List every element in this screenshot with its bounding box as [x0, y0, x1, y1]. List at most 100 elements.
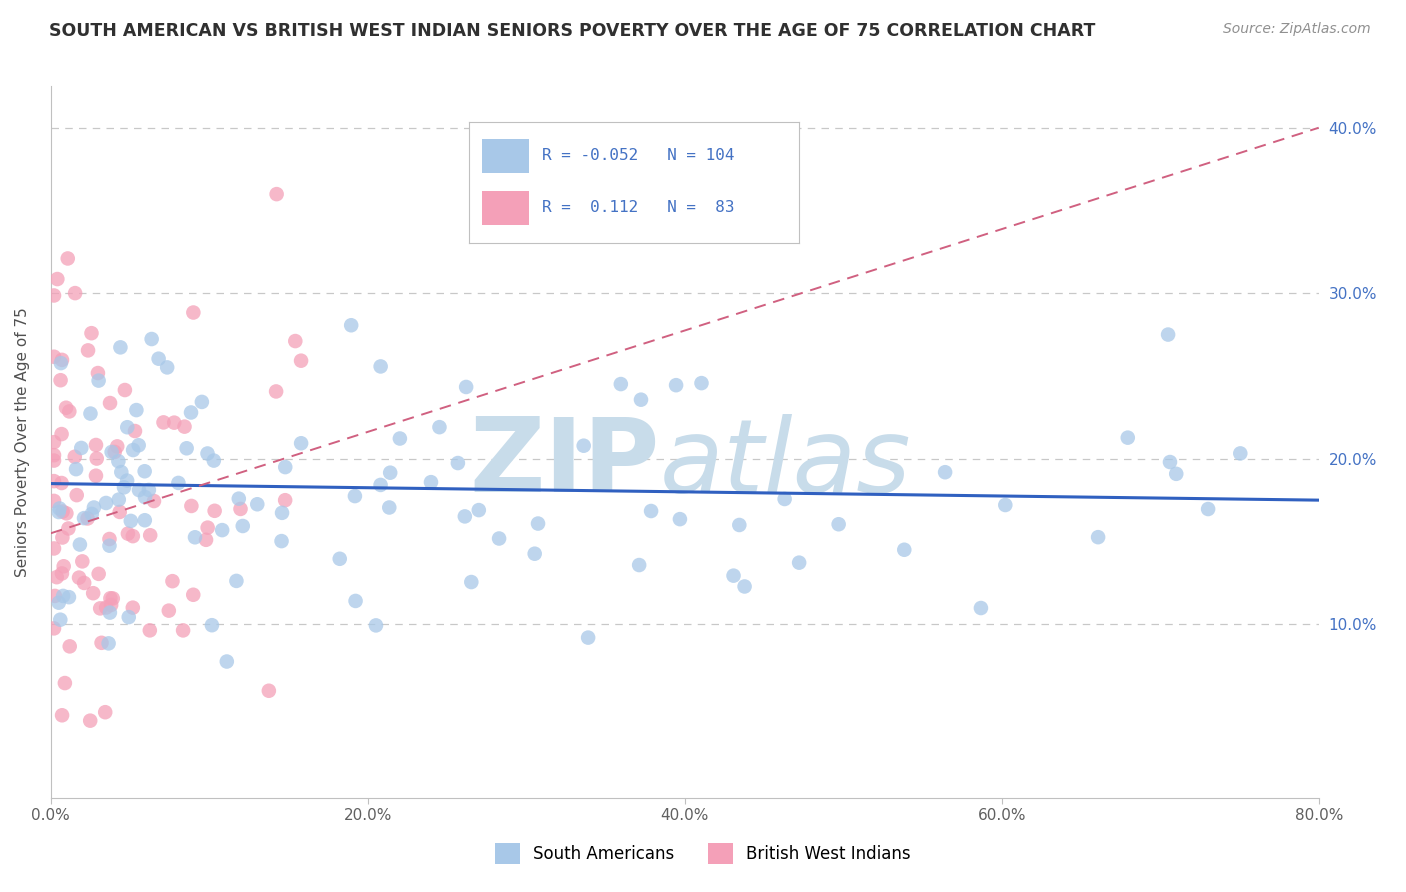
Point [128, 483, 150, 497]
Point [51, 476, 73, 491]
Point [105, 439, 128, 453]
Point [107, 492, 129, 507]
Point [98, 396, 121, 410]
Point [96, 600, 118, 615]
Text: ZIP: ZIP [470, 413, 659, 514]
Point [49, 356, 72, 370]
Point [82, 586, 104, 600]
Point [122, 443, 145, 458]
Point [48, 596, 70, 610]
Point [388, 432, 411, 446]
Point [42, 453, 65, 467]
Point [225, 574, 247, 588]
Point [1157, 327, 1180, 342]
Point [628, 558, 651, 572]
Point [120, 514, 142, 528]
Point [204, 504, 226, 518]
Point [523, 547, 546, 561]
Point [84, 438, 107, 452]
Point [576, 631, 599, 645]
Point [340, 318, 363, 333]
Point [191, 395, 214, 409]
Point [42, 435, 65, 450]
Point [827, 517, 849, 532]
Point [271, 506, 294, 520]
Point [110, 465, 132, 479]
Point [215, 655, 238, 669]
Point [934, 465, 956, 479]
Point [172, 624, 194, 638]
Point [114, 383, 136, 397]
Point [228, 491, 250, 506]
Point [163, 416, 186, 430]
Point [80, 326, 103, 341]
Point [87, 366, 110, 380]
Point [72, 554, 94, 568]
Point [420, 475, 443, 490]
Point [42, 350, 65, 364]
Y-axis label: Seniors Poverty Over the Age of 75: Seniors Poverty Over the Age of 75 [15, 308, 30, 577]
Point [58, 590, 80, 604]
Point [229, 502, 252, 516]
Point [893, 542, 915, 557]
Point [994, 498, 1017, 512]
Point [66, 488, 89, 502]
Point [83, 500, 105, 515]
Point [42, 494, 65, 508]
Point [1166, 467, 1188, 481]
Point [370, 478, 392, 492]
Point [117, 526, 139, 541]
Point [94, 705, 117, 719]
Point [364, 618, 387, 632]
Point [63, 286, 86, 301]
Point [266, 187, 288, 202]
Point [79, 407, 101, 421]
Point [51, 352, 73, 367]
Point [128, 438, 150, 452]
Point [329, 551, 352, 566]
Point [728, 518, 751, 533]
Point [211, 523, 233, 537]
Point [49, 373, 72, 387]
Point [94, 496, 117, 510]
Point [69, 537, 91, 551]
Point [572, 439, 595, 453]
Text: atlas: atlas [659, 414, 911, 514]
Point [55, 506, 77, 520]
Point [456, 380, 478, 394]
Point [167, 475, 190, 490]
Point [139, 624, 162, 638]
Point [98, 532, 121, 546]
Point [787, 556, 810, 570]
Point [180, 405, 202, 419]
Point [527, 516, 550, 531]
Point [112, 480, 135, 494]
Point [723, 568, 745, 582]
Point [143, 494, 166, 508]
Point [184, 530, 207, 544]
Point [139, 528, 162, 542]
Point [148, 351, 170, 366]
Point [42, 541, 65, 556]
Point [58, 521, 80, 535]
Point [202, 453, 225, 467]
Point [98, 606, 121, 620]
Point [173, 419, 195, 434]
Point [246, 497, 269, 511]
Point [59, 640, 82, 654]
Point [90, 636, 112, 650]
Point [51, 504, 73, 518]
Point [1197, 502, 1219, 516]
Point [1087, 530, 1109, 544]
Text: Source: ZipAtlas.com: Source: ZipAtlas.com [1223, 22, 1371, 37]
Point [669, 512, 692, 526]
Point [51, 566, 73, 581]
Point [110, 340, 132, 354]
Point [100, 598, 122, 612]
Point [380, 466, 402, 480]
Point [73, 576, 96, 591]
Point [45, 570, 67, 584]
Point [118, 610, 141, 624]
Point [52, 589, 75, 603]
Point [89, 601, 111, 615]
